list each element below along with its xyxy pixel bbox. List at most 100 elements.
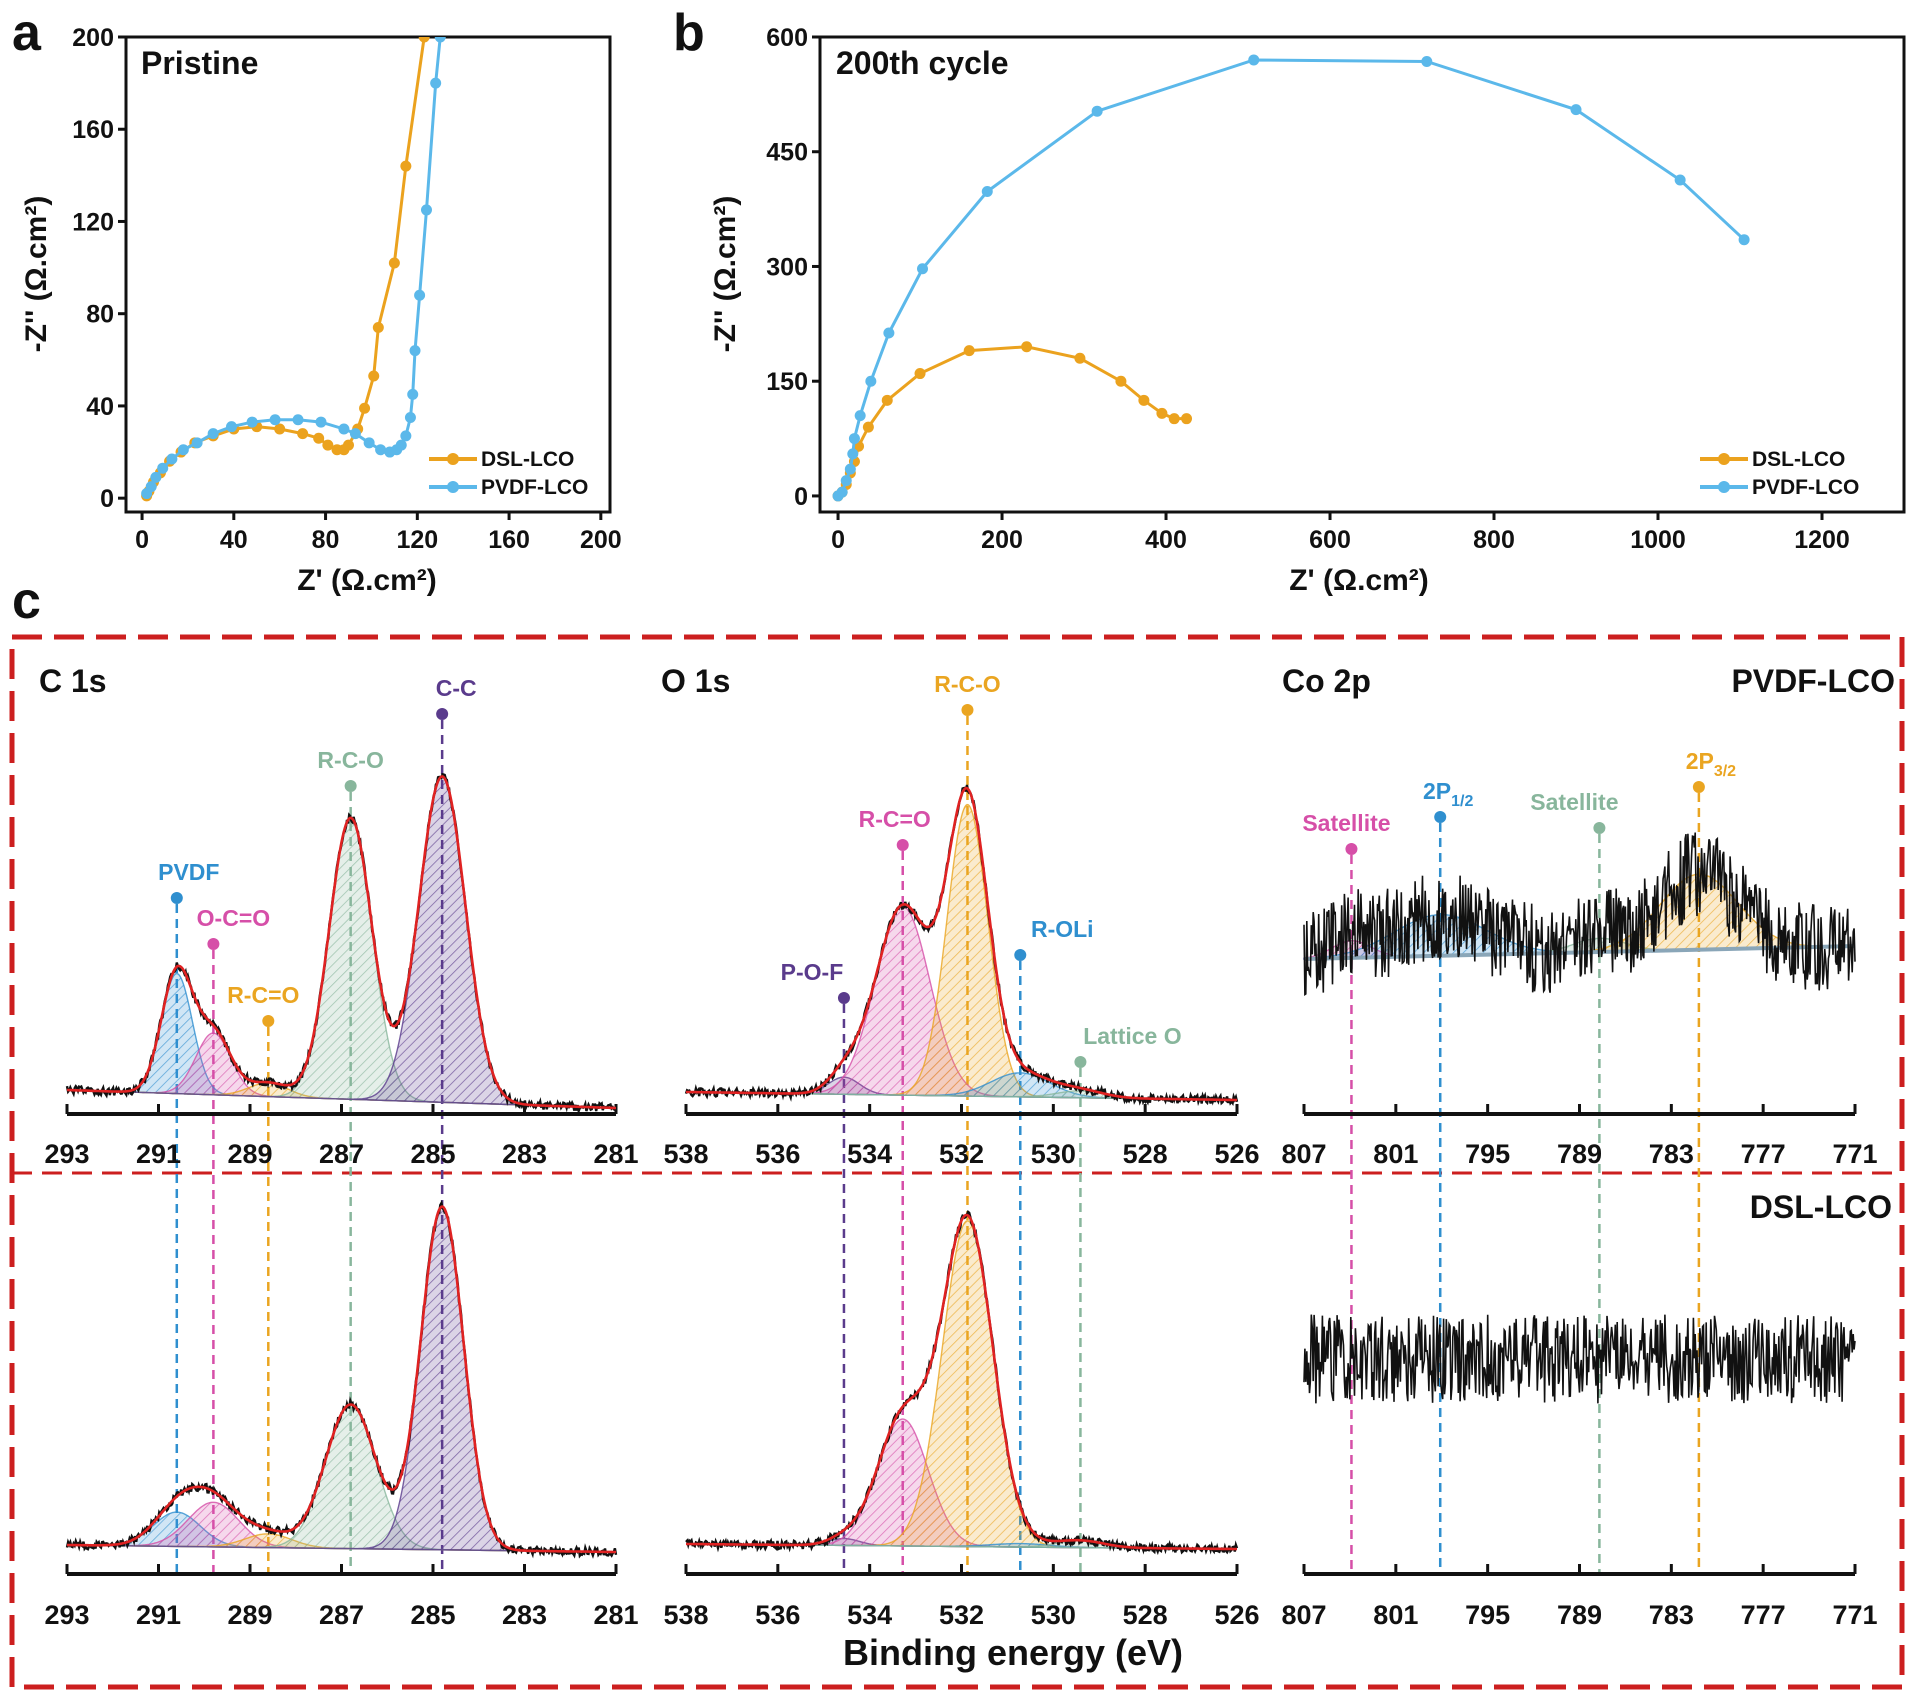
series-line <box>837 345 1187 498</box>
x-tick-label: 771 <box>1832 1139 1877 1169</box>
legend-marker <box>447 481 459 493</box>
spectrum-title: O 1s <box>661 663 730 699</box>
y-tick-label: 150 <box>766 368 808 396</box>
peak-label-subscript: 1/2 <box>1451 793 1473 810</box>
data-point <box>1138 394 1150 406</box>
x-tick-label: 771 <box>1832 1600 1877 1630</box>
x-tick-label: 283 <box>502 1139 547 1169</box>
x-tick-label: 0 <box>135 526 149 554</box>
peak-pin-icon <box>1074 1056 1087 1068</box>
data-point <box>1738 234 1750 246</box>
peak-pin-icon <box>1014 949 1027 961</box>
data-point <box>349 428 361 440</box>
x-tick-label: 532 <box>939 1139 984 1169</box>
x-tick-label: 120 <box>396 526 438 554</box>
series-pvdf-lco <box>832 54 1750 502</box>
x-tick-label: 538 <box>663 1600 708 1630</box>
x-tick-label: 293 <box>44 1139 89 1169</box>
x-tick-label: 538 <box>663 1139 708 1169</box>
spectrum-pvdf-lco <box>65 772 618 1116</box>
peak-label: R-C-O <box>934 671 1000 697</box>
peak-label: R-OLi <box>1031 916 1094 942</box>
y-tick-label: 200 <box>72 24 114 52</box>
data-point <box>883 327 895 339</box>
fit-envelope-line <box>686 786 1237 1102</box>
data-point <box>881 394 893 406</box>
data-point <box>246 416 258 428</box>
plot-frame <box>124 35 612 514</box>
x-tick-label: 526 <box>1214 1139 1259 1169</box>
data-point <box>848 433 860 445</box>
red-dashed-frame <box>9 634 1905 1690</box>
data-point <box>916 263 928 275</box>
data-point <box>343 439 355 451</box>
peak-label: PVDF <box>158 859 219 885</box>
x-tick-label: 795 <box>1465 1139 1510 1169</box>
peak-label: Satellite <box>1530 789 1618 815</box>
data-point <box>914 368 926 380</box>
data-point <box>1115 375 1127 387</box>
peak-pin-icon <box>1593 822 1606 834</box>
data-point <box>836 486 848 498</box>
data-point <box>368 370 380 382</box>
plot-title: Pristine <box>141 45 258 81</box>
x-tick-label: 281 <box>593 1600 638 1630</box>
peak-pin-icon <box>262 1015 275 1027</box>
x-tick-label: 528 <box>1123 1600 1168 1630</box>
data-point <box>844 463 856 475</box>
y-tick-label: 80 <box>86 301 114 329</box>
x-tick-label: 285 <box>410 1600 455 1630</box>
x-axis-label: Z' (Ω.cm²) <box>297 564 437 597</box>
x-tick-label: 795 <box>1465 1600 1510 1630</box>
data-point <box>840 475 852 487</box>
x-tick-label: 289 <box>227 1139 272 1169</box>
legend-label: PVDF-LCO <box>481 476 588 499</box>
y-tick-label: 300 <box>766 253 808 281</box>
data-point <box>418 37 430 43</box>
xps-spectrum-c1s <box>65 708 618 1576</box>
data-point <box>359 402 371 414</box>
x-tick-label: 783 <box>1649 1139 1694 1169</box>
x-tick-label: 800 <box>1473 526 1515 554</box>
x-tick-label: 80 <box>312 526 340 554</box>
x-tick-label: 1000 <box>1630 526 1686 554</box>
x-tick-label: 200 <box>981 526 1023 554</box>
x-tick-label: 777 <box>1741 1600 1786 1630</box>
series-line <box>145 37 426 497</box>
panel-letter: b <box>673 4 705 62</box>
x-tick-label: 536 <box>755 1600 800 1630</box>
peak-pin-icon <box>837 992 850 1004</box>
fit-envelope-line <box>67 775 616 1110</box>
peak-label-main: 2P <box>1686 748 1714 774</box>
data-point <box>981 186 993 198</box>
data-point <box>1181 413 1193 425</box>
series-line <box>145 37 442 495</box>
plot-title: 200th cycle <box>836 45 1009 81</box>
sample-label-dsl-lco: DSL-LCO <box>1750 1189 1892 1225</box>
data-point <box>375 444 387 456</box>
x-tick-label: 534 <box>847 1139 892 1169</box>
peak-pin-icon <box>896 839 909 851</box>
peak-pin-icon <box>436 708 449 720</box>
x-tick-label: 600 <box>1309 526 1351 554</box>
y-axis-label: -Z'' (Ω.cm²) <box>20 196 53 353</box>
data-point <box>177 444 189 456</box>
data-point <box>420 204 432 216</box>
x-tick-label: 526 <box>1214 1600 1259 1630</box>
y-tick-label: 120 <box>72 208 114 236</box>
data-point <box>963 345 975 357</box>
x-tick-label: 777 <box>1741 1139 1786 1169</box>
y-tick-label: 0 <box>794 483 808 511</box>
x-tick-label: 789 <box>1557 1600 1602 1630</box>
raw-data-line <box>1303 832 1856 996</box>
spectrum-title: C 1s <box>39 663 107 699</box>
peak-label: C-C <box>436 675 477 701</box>
data-point <box>1156 407 1168 419</box>
data-point <box>363 437 375 449</box>
data-point <box>292 414 304 426</box>
data-point <box>854 410 866 422</box>
data-point <box>409 345 421 357</box>
y-tick-label: 0 <box>100 485 114 513</box>
x-tick-label: 40 <box>220 526 248 554</box>
